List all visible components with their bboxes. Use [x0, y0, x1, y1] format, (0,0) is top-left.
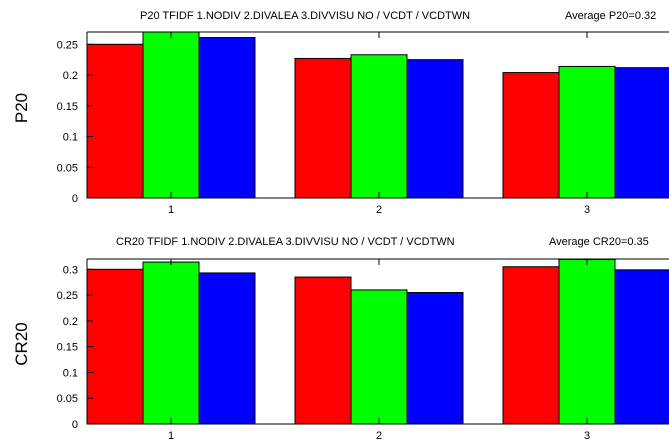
cr20-bar-2-2 — [350, 289, 408, 425]
cr20-bar-3-2 — [558, 259, 616, 425]
cr20-x-tick-label-1: 1 — [168, 430, 174, 442]
cr20-chart: CR20 TFIDF 1.NODIV 2.DIVALEA 3.DIVVISU N… — [12, 236, 669, 442]
p20-title: P20 TFIDF 1.NODIV 2.DIVALEA 3.DIVVISU NO… — [140, 10, 470, 22]
cr20-y-tick-label-0.15: 0.15 — [57, 342, 78, 354]
p20-chart: P20 TFIDF 1.NODIV 2.DIVALEA 3.DIVVISU NO… — [12, 10, 669, 216]
p20-y-tick-label-0.05: 0.05 — [57, 162, 78, 174]
p20-y-tick-label-0.25: 0.25 — [57, 39, 78, 51]
p20-bar-2-2 — [350, 54, 408, 199]
p20-y-tick-label-0.2: 0.2 — [63, 70, 78, 82]
cr20-y-tick-label-0.1: 0.1 — [63, 367, 78, 379]
cr20-bar-2-1 — [294, 276, 352, 425]
p20-y-axis-label: P20 — [12, 93, 31, 123]
p20-bar-2-3 — [406, 59, 464, 199]
p20-bar-1-2 — [142, 31, 200, 199]
cr20-x-tick-label-3: 3 — [584, 430, 590, 442]
cr20-y-tick-label-0.05: 0.05 — [57, 393, 78, 405]
cr20-title: CR20 TFIDF 1.NODIV 2.DIVALEA 3.DIVVISU N… — [116, 236, 455, 248]
cr20-x-tick-label-2: 2 — [376, 430, 382, 442]
p20-x-tick-label-1: 1 — [168, 204, 174, 216]
cr20-bar-2-3 — [406, 292, 464, 425]
p20-bar-2-1 — [294, 57, 352, 199]
cr20-y-axis-label: CR20 — [12, 322, 31, 365]
p20-bar-3-1 — [502, 72, 560, 199]
cr20-average-label: Average CR20=0.35 — [549, 236, 649, 248]
p20-y-tick-label-0.15: 0.15 — [57, 101, 78, 113]
cr20-y-tick-label-0.3: 0.3 — [63, 264, 78, 276]
cr20-bar-3-1 — [502, 266, 560, 425]
p20-bar-3-3 — [614, 67, 669, 199]
p20-average-label: Average P20=0.32 — [565, 10, 656, 22]
cr20-y-tick-label-0.2: 0.2 — [63, 316, 78, 328]
cr20-bar-1-1 — [86, 268, 144, 425]
p20-bar-1-1 — [86, 43, 144, 199]
p20-x-tick-label-2: 2 — [376, 204, 382, 216]
cr20-y-tick-label-0: 0 — [72, 419, 78, 431]
cr20-bar-1-3 — [198, 272, 256, 425]
p20-bar-1-3 — [198, 37, 256, 199]
p20-bar-3-2 — [558, 65, 616, 199]
cr20-y-tick-label-0.25: 0.25 — [57, 290, 78, 302]
p20-x-tick-label-3: 3 — [584, 204, 590, 216]
cr20-bar-3-3 — [614, 269, 669, 425]
p20-y-tick-label-0: 0 — [72, 193, 78, 205]
cr20-bar-1-2 — [142, 261, 200, 425]
p20-y-tick-label-0.1: 0.1 — [63, 132, 78, 144]
